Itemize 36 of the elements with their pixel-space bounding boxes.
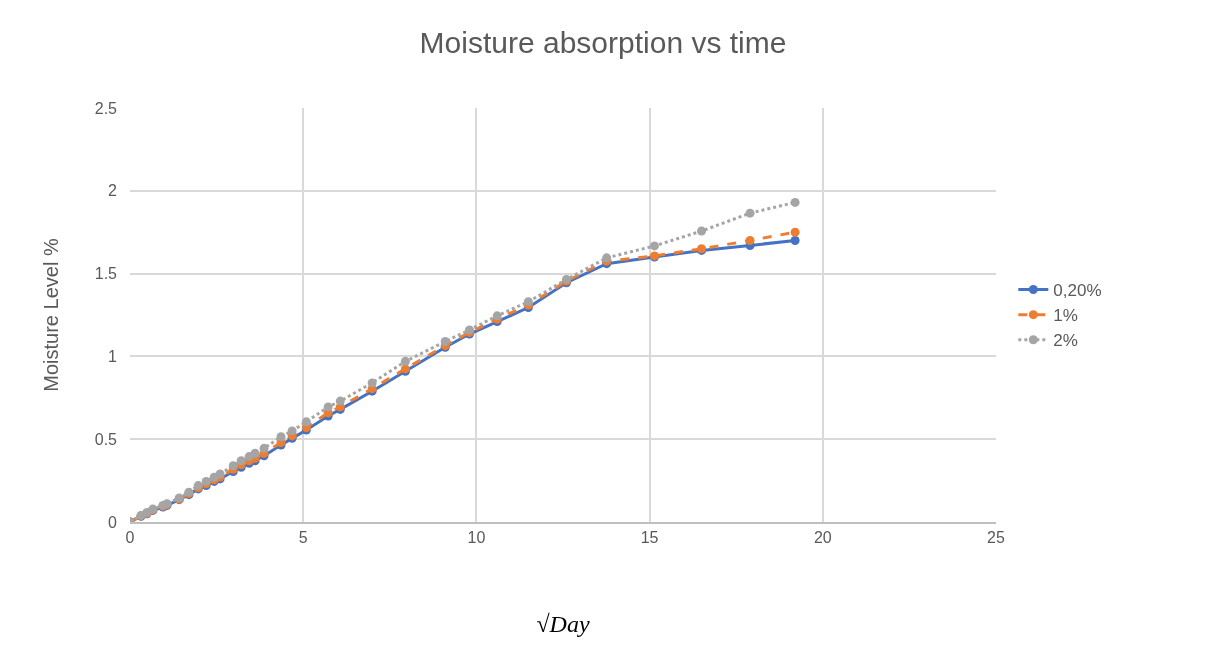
point [250, 448, 260, 458]
point [697, 226, 707, 236]
y-axis-title: Moisture Level % [40, 238, 63, 392]
y-tick-label: 1.5 [94, 265, 118, 283]
legend-label: 1% [1053, 306, 1078, 326]
point [790, 197, 800, 207]
point [323, 402, 333, 412]
point [440, 337, 450, 346]
point [259, 443, 269, 453]
point [790, 235, 800, 245]
x-tick-label: 5 [298, 528, 308, 546]
chart-title: Moisture absorption vs time [419, 26, 787, 60]
point [745, 235, 755, 245]
y-tick-label: 1 [108, 348, 118, 365]
y-tick-label: 2.5 [94, 99, 118, 117]
x-tick-label: 25 [987, 528, 1005, 546]
point [367, 378, 377, 388]
x-tick-label: 10 [467, 528, 486, 546]
y-tick-label: 0.5 [94, 430, 118, 448]
x-tick-label: 0 [125, 528, 135, 546]
y-tick-label: 0 [108, 513, 118, 531]
point [335, 396, 345, 406]
point [287, 426, 297, 436]
point [745, 208, 755, 218]
legend-label: 0,20% [1053, 281, 1102, 301]
point [649, 241, 659, 251]
legend-label: 2% [1053, 331, 1078, 351]
y-tick-label: 2 [108, 182, 118, 200]
point [276, 432, 286, 442]
point [790, 227, 800, 237]
point [236, 456, 246, 466]
x-tick-label: 20 [813, 528, 832, 546]
x-tick-label: 15 [640, 528, 659, 546]
x-axis-title: √Day [536, 610, 590, 637]
point [301, 417, 311, 427]
point [400, 356, 410, 366]
